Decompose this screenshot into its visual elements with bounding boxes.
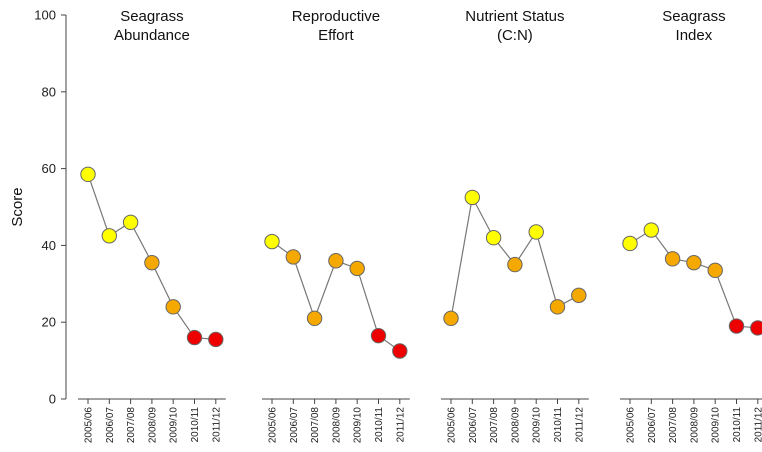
data-point xyxy=(285,249,301,265)
data-point xyxy=(306,310,323,327)
x-tick-label: 2005/06 xyxy=(626,407,637,444)
x-tick-label: 2011/12 xyxy=(574,407,585,443)
x-tick-label: 2005/06 xyxy=(268,407,279,444)
data-point xyxy=(571,287,587,304)
series-line xyxy=(629,229,758,329)
panel-title-line: Seagrass xyxy=(662,8,725,25)
panel-title-line: Nutrient Status xyxy=(465,8,564,25)
y-tick-label: 80 xyxy=(42,84,56,99)
data-point xyxy=(392,343,408,359)
data-point xyxy=(370,327,387,344)
panel-title-line: Index xyxy=(676,27,713,44)
x-tick-label: 2008/09 xyxy=(689,407,700,444)
panel-2: Reproductive Effort 2005/06 2006/07 2007/08 2… xyxy=(262,8,410,443)
x-tick-label: 2011/12 xyxy=(753,407,762,443)
x-tick-label: 2008/09 xyxy=(147,407,158,444)
data-point xyxy=(328,253,344,269)
data-point xyxy=(144,254,160,271)
data-point xyxy=(707,262,723,279)
data-point xyxy=(507,256,523,273)
y-tick-label: 60 xyxy=(42,161,56,176)
data-point xyxy=(485,230,502,246)
data-point xyxy=(728,318,745,334)
panel-title-line: Effort xyxy=(318,27,354,44)
panels: Seagrass Abundance 2005/06 2006/07 2007/08 20… xyxy=(78,8,762,443)
x-tick-label: 2009/10 xyxy=(532,407,543,444)
data-point xyxy=(528,224,544,240)
data-point xyxy=(208,331,224,348)
y-tick-label: 40 xyxy=(42,238,56,253)
data-point xyxy=(80,166,96,183)
panel-title-line: Reproductive xyxy=(292,8,380,25)
x-tick-label: 2010/11 xyxy=(190,407,201,443)
y-axis: 0 20 40 60 80 100 xyxy=(34,8,67,407)
y-tick-label: 20 xyxy=(42,315,56,330)
x-tick-label: 2008/09 xyxy=(331,407,342,444)
panel-1: Seagrass Abundance 2005/06 2006/07 2007/08 20… xyxy=(78,8,226,443)
data-point xyxy=(686,254,702,271)
x-tick-label: 2009/10 xyxy=(169,407,180,444)
x-tick-label: 2006/07 xyxy=(105,407,116,444)
panel-title-line: (C:N) xyxy=(497,27,533,44)
data-point xyxy=(664,251,681,267)
x-tick-label: 2005/06 xyxy=(84,407,95,444)
data-point xyxy=(349,260,365,277)
x-tick-label: 2008/09 xyxy=(510,407,521,444)
x-tick-label: 2006/07 xyxy=(647,407,658,444)
x-tick-label: 2009/10 xyxy=(353,407,364,444)
x-tick-label: 2007/08 xyxy=(310,407,321,444)
y-tick-label: 0 xyxy=(49,392,56,407)
data-point xyxy=(264,233,280,250)
x-tick-label: 2009/10 xyxy=(711,407,722,444)
x-tick-label: 2011/12 xyxy=(395,407,406,443)
y-tick-label: 100 xyxy=(34,8,56,23)
x-tick-label: 2007/08 xyxy=(668,407,679,444)
x-tick-label: 2011/12 xyxy=(211,407,222,443)
x-tick-label: 2007/08 xyxy=(489,407,500,444)
x-tick-label: 2006/07 xyxy=(468,407,479,444)
data-point xyxy=(622,235,638,252)
data-point xyxy=(750,320,762,336)
y-axis-label: Score xyxy=(9,187,26,226)
panel-3: Nutrient Status (C:N) 2005/06 2006/07 2007/0… xyxy=(441,8,589,443)
data-point xyxy=(165,299,181,315)
panel-title-line: Seagrass xyxy=(120,8,183,25)
data-point xyxy=(464,189,480,206)
data-point xyxy=(549,299,566,315)
data-point xyxy=(443,310,459,327)
x-tick-label: 2005/06 xyxy=(447,407,458,444)
x-tick-label: 2007/08 xyxy=(126,407,137,444)
x-tick-label: 2010/11 xyxy=(732,407,743,443)
x-tick-label: 2006/07 xyxy=(289,407,300,444)
panel-title-line: Abundance xyxy=(114,27,190,44)
data-point xyxy=(101,228,118,244)
panel-4: Seagrass Index 2005/06 2006/07 2007/08 2008/0… xyxy=(620,8,762,443)
data-point xyxy=(643,222,659,238)
data-point xyxy=(186,329,203,346)
x-tick-label: 2010/11 xyxy=(553,407,564,443)
x-tick-label: 2010/11 xyxy=(374,407,385,443)
data-point xyxy=(122,214,139,231)
